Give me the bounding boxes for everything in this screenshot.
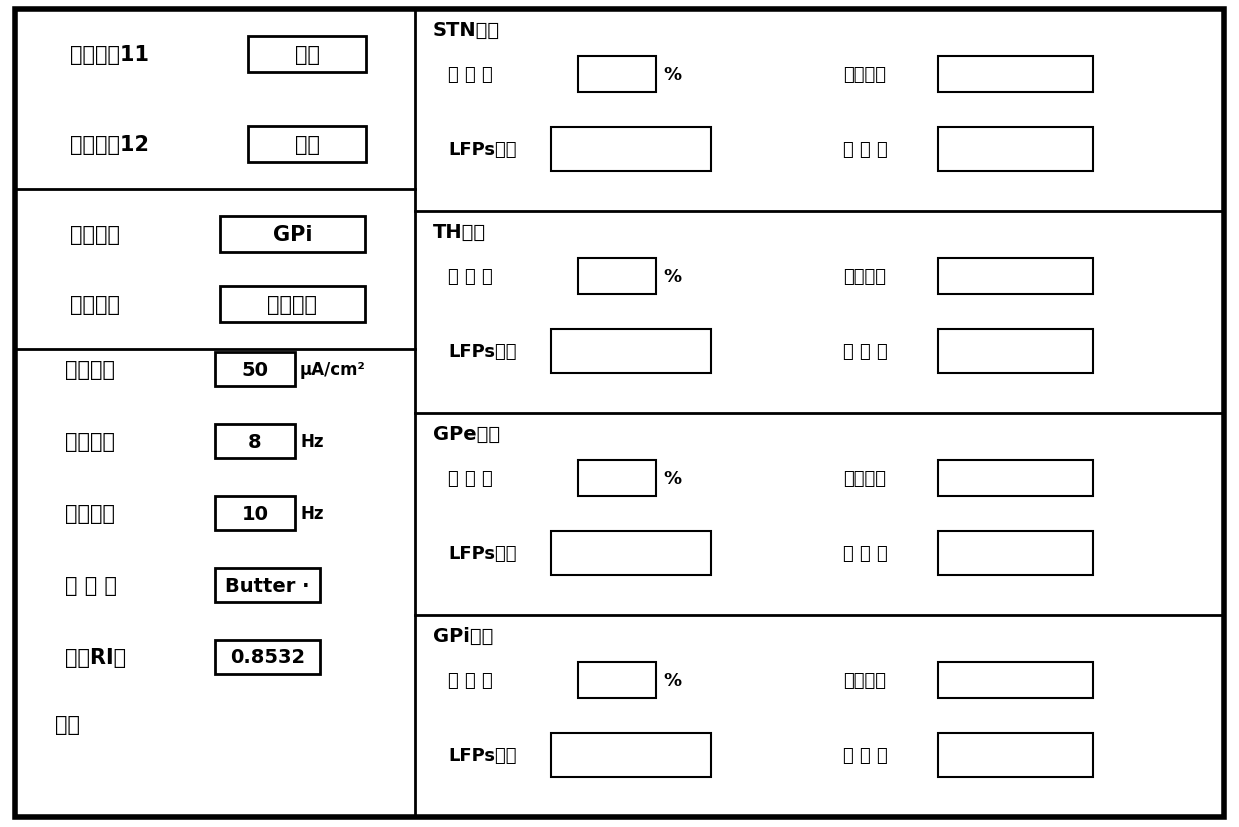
Text: 丘脑RI值: 丘脑RI值	[64, 648, 126, 667]
Bar	[938, 128, 1093, 172]
Text: LFPs波形: LFPs波形	[449, 141, 517, 159]
Bar	[579, 57, 655, 93]
Text: 50: 50	[242, 360, 269, 379]
Text: 放 电 率: 放 电 率	[449, 66, 493, 84]
Text: Butter ·: Butter ·	[225, 576, 310, 595]
Bar	[551, 733, 711, 777]
Text: 放电序列: 放电序列	[843, 268, 886, 285]
Text: 双向电极11: 双向电极11	[69, 45, 149, 65]
Text: GPi: GPi	[273, 225, 312, 245]
Bar	[216, 640, 320, 674]
Bar	[221, 287, 366, 323]
Bar	[938, 259, 1093, 294]
Text: LFPs波形: LFPs波形	[449, 746, 517, 764]
Text: Hz: Hz	[300, 433, 323, 451]
Text: 滤 波 器: 滤 波 器	[64, 576, 116, 595]
Text: 输出信号: 输出信号	[69, 294, 120, 314]
Text: 0.8532: 0.8532	[230, 648, 305, 667]
Text: 退出: 退出	[55, 715, 81, 734]
Text: 放 电 率: 放 电 率	[449, 268, 493, 285]
Text: %: %	[663, 66, 681, 84]
Text: %: %	[663, 672, 681, 689]
Bar	[938, 662, 1093, 698]
Bar	[579, 259, 655, 294]
Text: 放电序列: 放电序列	[843, 470, 886, 487]
Text: %: %	[663, 268, 681, 285]
Bar	[938, 532, 1093, 576]
Text: 双向电极12: 双向电极12	[69, 135, 149, 155]
Text: 功 率 谱: 功 率 谱	[843, 746, 888, 764]
Text: %: %	[663, 470, 681, 487]
Bar	[551, 330, 711, 374]
Text: TH核团: TH核团	[432, 222, 486, 241]
Bar	[938, 330, 1093, 374]
Text: 采集: 采集	[295, 135, 320, 155]
Text: LFPs波形: LFPs波形	[449, 342, 517, 361]
Text: 放电序列: 放电序列	[843, 672, 886, 689]
Bar	[216, 352, 295, 386]
Text: 放电序列: 放电序列	[843, 66, 886, 84]
Text: 输入信号: 输入信号	[69, 225, 120, 245]
Text: 10: 10	[242, 504, 269, 523]
Bar	[938, 461, 1093, 496]
Bar	[551, 128, 711, 172]
Text: GPi核团: GPi核团	[432, 626, 493, 645]
Text: 初始频率: 初始频率	[64, 432, 115, 452]
Text: 采集: 采集	[295, 45, 320, 65]
Bar	[248, 37, 366, 73]
Bar	[248, 127, 366, 163]
Text: 频带宽度: 频带宽度	[64, 504, 115, 523]
Bar	[216, 568, 320, 602]
Bar	[216, 424, 295, 458]
Text: 功 率 谱: 功 率 谱	[843, 141, 888, 159]
Text: 放 电 率: 放 电 率	[449, 672, 493, 689]
Text: GPe核团: GPe核团	[432, 424, 501, 443]
Bar	[551, 532, 711, 576]
Bar	[938, 57, 1093, 93]
Bar	[579, 461, 655, 496]
Text: 噪声强度: 噪声强度	[64, 360, 115, 380]
Text: μA/cm²: μA/cm²	[300, 361, 366, 379]
Text: 噪声强度: 噪声强度	[268, 294, 317, 314]
Text: STN核团: STN核团	[432, 21, 501, 40]
Text: 8: 8	[248, 432, 261, 451]
Bar	[216, 496, 295, 530]
Text: Hz: Hz	[300, 504, 323, 523]
Bar	[938, 733, 1093, 777]
Text: 功 率 谱: 功 率 谱	[843, 544, 888, 562]
Text: 功 率 谱: 功 率 谱	[843, 342, 888, 361]
Bar	[579, 662, 655, 698]
Text: 放 电 率: 放 电 率	[449, 470, 493, 487]
Bar	[221, 217, 366, 253]
Text: LFPs波形: LFPs波形	[449, 544, 517, 562]
